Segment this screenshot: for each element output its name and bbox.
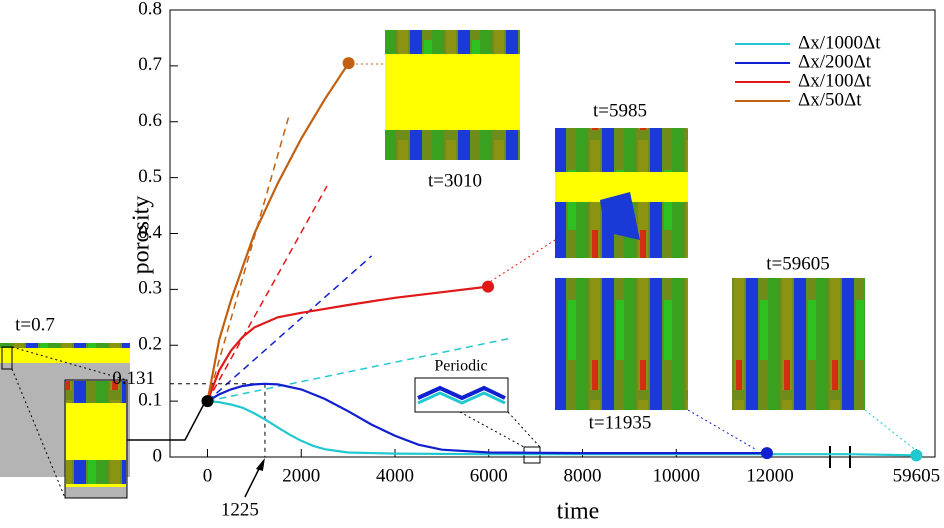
tangent-line	[206, 185, 328, 402]
y-tick-label: 0.2	[138, 334, 162, 355]
inset-t0	[0, 343, 206, 499]
snapshot-label: t=11935	[589, 412, 652, 433]
inset-t5985	[481, 128, 688, 288]
snapshot-label: t=0.7	[15, 314, 55, 335]
end-point	[910, 449, 923, 462]
x-tick-label: 0	[203, 465, 213, 486]
x-tick-label: 10000	[653, 465, 701, 486]
peak-x-label: 1225	[221, 499, 259, 520]
series-line	[206, 285, 489, 402]
axis-break	[829, 446, 851, 468]
snapshot-label: t=3010	[428, 170, 482, 191]
inset-periodic	[414, 377, 541, 464]
inset-t3010	[346, 30, 520, 160]
peak-y-label: 0.131	[112, 368, 155, 389]
inset-t11935	[555, 278, 756, 450]
series-line	[206, 382, 767, 455]
inset-t59605	[732, 278, 919, 453]
legend-label: Δx/50Δt	[798, 89, 862, 110]
y-axis-label: porosity	[129, 196, 155, 275]
x-axis-label: time	[557, 499, 600, 525]
x-tick-label: 59605	[893, 465, 941, 486]
x-tick-label: 4000	[376, 465, 414, 486]
y-tick-label: 0.6	[138, 110, 162, 131]
y-tick-label: 0.1	[138, 389, 162, 410]
y-tick-label: 0.8	[138, 0, 162, 19]
legend-label: Δx/100Δt	[798, 70, 872, 91]
peak-arrowhead	[255, 458, 265, 471]
x-tick-label: 12000	[746, 465, 794, 486]
x-tick-label: 2000	[282, 465, 320, 486]
snapshot-label: t=59605	[766, 253, 830, 274]
tangent-line	[207, 337, 510, 402]
y-tick-label: 0.3	[138, 278, 162, 299]
end-point	[482, 280, 495, 293]
periodic-label: Periodic	[434, 358, 487, 375]
y-tick-label: 0.7	[138, 54, 162, 75]
legend-label: Δx/1000Δt	[798, 32, 881, 53]
series-line	[206, 62, 350, 402]
y-tick-label: 0.4	[138, 222, 162, 243]
x-tick-label: 6000	[470, 465, 508, 486]
tangent-line	[206, 113, 291, 402]
y-tick-label: 0.5	[138, 166, 162, 187]
start-point	[201, 395, 214, 408]
snapshot-label: t=5985	[593, 100, 647, 121]
end-point	[342, 57, 355, 70]
x-tick-label: 8000	[564, 465, 602, 486]
tangent-line	[207, 255, 373, 402]
end-point	[760, 447, 773, 460]
legend-label: Δx/200Δt	[798, 51, 872, 72]
y-tick-label: 0	[153, 445, 163, 466]
